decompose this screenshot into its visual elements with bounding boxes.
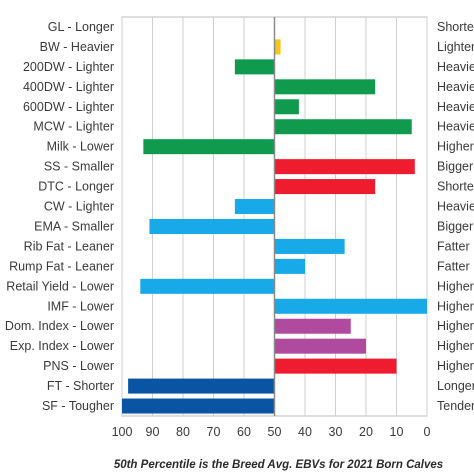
bar-10 xyxy=(149,218,275,234)
row-label-left-1: BW - Heavier xyxy=(40,40,114,54)
bar-17 xyxy=(274,358,397,374)
row-label-left-3: 400DW - Lighter xyxy=(23,80,114,94)
x-tick-70: 70 xyxy=(207,425,221,439)
row-label-right-15: Higher xyxy=(437,319,474,333)
row-label-left-6: Milk - Lower xyxy=(47,140,114,154)
x-tick-60: 60 xyxy=(237,425,251,439)
x-tick-100: 100 xyxy=(112,425,133,439)
bar-15 xyxy=(274,318,351,334)
row-label-right-19: Tender xyxy=(437,399,474,413)
row-label-left-0: GL - Longer xyxy=(48,20,114,34)
row-label-left-14: IMF - Lower xyxy=(47,299,114,313)
x-tick-90: 90 xyxy=(146,425,160,439)
row-label-left-10: EMA - Smaller xyxy=(34,219,114,233)
row-label-left-8: DTC - Longer xyxy=(38,180,114,194)
row-label-right-14: Higher xyxy=(437,299,474,313)
row-label-right-11: Fatter xyxy=(437,239,470,253)
row-label-left-7: SS - Smaller xyxy=(44,160,114,174)
row-label-right-8: Shorter xyxy=(437,180,474,194)
bar-4 xyxy=(274,99,299,115)
row-label-right-16: Higher xyxy=(437,339,474,353)
row-label-left-18: FT - Shorter xyxy=(47,379,114,393)
chart-caption: 50th Percentile is the Breed Avg. EBVs f… xyxy=(114,459,443,471)
x-tick-40: 40 xyxy=(298,425,312,439)
x-tick-10: 10 xyxy=(390,425,404,439)
row-label-right-12: Fatter xyxy=(437,259,470,273)
row-label-left-12: Rump Fat - Leaner xyxy=(9,259,114,273)
row-label-right-2: Heavier xyxy=(437,60,474,74)
bar-1 xyxy=(274,39,281,55)
bar-7 xyxy=(274,159,415,175)
bar-19 xyxy=(122,398,275,414)
row-label-right-18: Longer xyxy=(437,379,474,393)
row-label-right-4: Heavier xyxy=(437,100,474,114)
x-tick-30: 30 xyxy=(329,425,343,439)
bar-11 xyxy=(274,238,345,254)
bar-3 xyxy=(274,79,376,95)
x-tick-50: 50 xyxy=(268,425,282,439)
row-label-right-3: Heavier xyxy=(437,80,474,94)
bar-18 xyxy=(128,378,275,394)
row-label-right-9: Heavier xyxy=(437,200,474,214)
row-label-left-16: Exp. Index - Lower xyxy=(10,339,114,353)
bar-6 xyxy=(143,139,275,155)
row-label-right-1: Lighter xyxy=(437,40,474,54)
row-label-left-17: PNS - Lower xyxy=(43,359,114,373)
row-label-left-4: 600DW - Lighter xyxy=(23,100,114,114)
bar-9 xyxy=(234,199,275,215)
row-label-right-5: Heavier xyxy=(437,120,474,134)
row-label-right-6: Higher xyxy=(437,140,474,154)
row-label-right-10: Bigger xyxy=(437,219,473,233)
row-label-left-13: Retail Yield - Lower xyxy=(6,279,114,293)
bar-2 xyxy=(234,59,275,75)
bar-16 xyxy=(274,338,366,354)
row-label-left-11: Rib Fat - Leaner xyxy=(24,239,114,253)
row-label-left-15: Dom. Index - Lower xyxy=(5,319,114,333)
bar-12 xyxy=(274,258,305,274)
row-label-right-0: Shorter xyxy=(437,20,474,34)
x-tick-80: 80 xyxy=(176,425,190,439)
row-label-left-2: 200DW - Lighter xyxy=(23,60,114,74)
bar-8 xyxy=(274,179,376,195)
bar-13 xyxy=(140,278,275,294)
x-tick-20: 20 xyxy=(359,425,373,439)
x-tick-0: 0 xyxy=(424,425,431,439)
row-label-left-5: MCW - Lighter xyxy=(33,120,114,134)
bar-5 xyxy=(274,119,412,135)
row-label-right-17: Higher xyxy=(437,359,474,373)
row-label-left-19: SF - Tougher xyxy=(42,399,114,413)
row-label-right-13: Higher xyxy=(437,279,474,293)
row-label-right-7: Bigger xyxy=(437,160,473,174)
row-label-left-9: CW - Lighter xyxy=(44,200,114,214)
bar-14 xyxy=(274,298,427,314)
